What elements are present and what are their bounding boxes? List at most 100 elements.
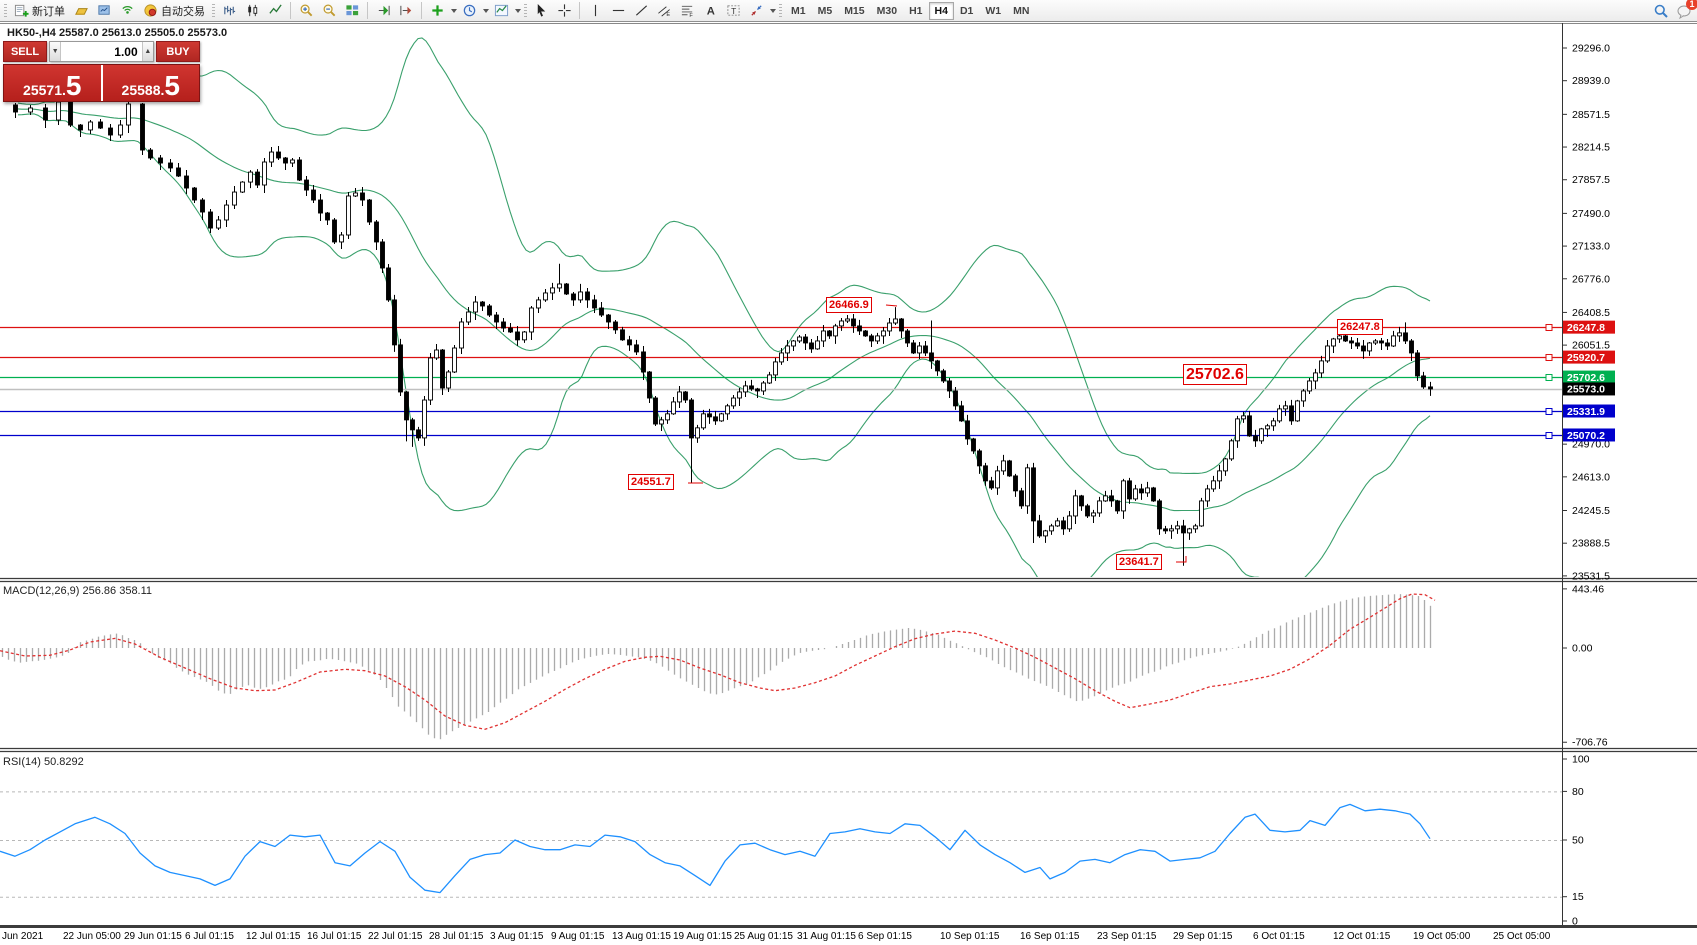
- periods-dropdown[interactable]: [483, 8, 489, 13]
- svg-text:Jun 2021: Jun 2021: [2, 931, 44, 942]
- sell-button[interactable]: SELL: [3, 41, 47, 62]
- buy-button[interactable]: BUY: [156, 41, 200, 62]
- svg-text:15: 15: [1572, 891, 1584, 903]
- svg-text:26051.5: 26051.5: [1572, 340, 1610, 352]
- volume-decrease-button[interactable]: ▼: [50, 42, 62, 61]
- price-annotation[interactable]: 23641.7: [1116, 554, 1162, 570]
- price-annotation[interactable]: 24551.7: [628, 474, 674, 490]
- svg-text:T: T: [731, 6, 736, 16]
- bar-chart-icon[interactable]: [218, 2, 240, 20]
- autotrading-button[interactable]: 自动交易: [139, 2, 209, 20]
- price-annotation[interactable]: 25702.6: [1183, 364, 1247, 385]
- volume-input[interactable]: [61, 42, 142, 61]
- fibonacci-icon[interactable]: F: [676, 2, 698, 20]
- market-watch-icon[interactable]: [93, 2, 115, 20]
- autotrading-icon: [144, 4, 157, 17]
- macd-label: MACD(12,26,9) 256.86 358.11: [3, 585, 153, 597]
- svg-text:25 Aug 01:15: 25 Aug 01:15: [734, 931, 793, 942]
- templates-dropdown[interactable]: [515, 8, 521, 13]
- new-order-button[interactable]: 新订单: [10, 2, 69, 20]
- svg-text:13 Aug 01:15: 13 Aug 01:15: [612, 931, 671, 942]
- arrows-icon[interactable]: [745, 2, 767, 20]
- pane-borders: [0, 23, 1697, 928]
- toolbar-grip[interactable]: [212, 3, 215, 18]
- svg-text:27490.0: 27490.0: [1572, 208, 1610, 220]
- chart-shift-icon[interactable]: [395, 2, 417, 20]
- toolbar-grip[interactable]: [4, 3, 7, 18]
- symbol-ohlc-line: HK50-,H4 25587.0 25613.0 25505.0 25573.0: [7, 27, 228, 39]
- zoom-in-icon[interactable]: [295, 2, 317, 20]
- tab-timeframe-M5[interactable]: M5: [817, 4, 833, 17]
- rsi-label: RSI(14) 50.8292: [3, 756, 84, 768]
- bollinger-bands: [17, 37, 1431, 577]
- horizontal-line-icon[interactable]: [607, 2, 629, 20]
- zoom-out-icon[interactable]: [318, 2, 340, 20]
- candlestick-chart-icon[interactable]: [241, 2, 263, 20]
- indicators-icon[interactable]: [426, 2, 448, 20]
- price-annotation[interactable]: 26247.8: [1337, 319, 1383, 335]
- svg-text:28 Jul 01:15: 28 Jul 01:15: [429, 931, 484, 942]
- price-axis[interactable]: 29296.0 28939.0 28571.5 28214.5 27857.5 27490…: [1562, 43, 1615, 583]
- tab-timeframe-W1[interactable]: W1: [985, 4, 1002, 17]
- macd-pane: 443.46 0.00 -706.76: [0, 583, 1608, 749]
- periods-icon[interactable]: [458, 2, 480, 20]
- svg-text:28939.0: 28939.0: [1572, 75, 1610, 87]
- svg-text:23531.5: 23531.5: [1572, 570, 1610, 582]
- time-axis[interactable]: Jun 2021 22 Jun 05:00 29 Jun 01:15 6 Jul 01…: [2, 931, 1551, 942]
- notifications-icon[interactable]: 1: [1673, 0, 1697, 20]
- macd-signal-value: 358.11: [119, 585, 153, 597]
- svg-text:26408.5: 26408.5: [1572, 307, 1610, 319]
- svg-text:22 Jun 05:00: 22 Jun 05:00: [63, 931, 121, 942]
- macd-main-value: 256.86: [82, 585, 117, 597]
- svg-text:19 Oct 05:00: 19 Oct 05:00: [1413, 931, 1471, 942]
- svg-text:9 Aug 01:15: 9 Aug 01:15: [551, 931, 605, 942]
- svg-text:6 Jul 01:15: 6 Jul 01:15: [185, 931, 234, 942]
- signal-icon[interactable]: [116, 2, 138, 20]
- toolbar-grip[interactable]: [779, 3, 782, 18]
- volume-increase-button[interactable]: ▲: [141, 42, 153, 61]
- svg-text:50: 50: [1572, 835, 1584, 847]
- buy-price[interactable]: 25588. 5: [102, 65, 199, 101]
- svg-text:26247.8: 26247.8: [1567, 322, 1605, 334]
- svg-text:27857.5: 27857.5: [1572, 174, 1610, 186]
- tab-timeframe-M1[interactable]: M1: [791, 4, 806, 17]
- tab-timeframe-MN[interactable]: MN: [1013, 4, 1030, 17]
- templates-icon[interactable]: [490, 2, 512, 20]
- svg-text:25573.0: 25573.0: [1567, 384, 1605, 396]
- svg-text:22 Jul 01:15: 22 Jul 01:15: [368, 931, 423, 942]
- svg-text:27133.0: 27133.0: [1572, 241, 1610, 253]
- cursor-icon[interactable]: [530, 2, 552, 20]
- profiles-icon[interactable]: [70, 2, 92, 20]
- svg-text:0: 0: [1572, 916, 1578, 928]
- rsi-pane: 100 80 50 15 0: [0, 754, 1590, 928]
- svg-text:24245.5: 24245.5: [1572, 505, 1610, 517]
- tab-timeframe-H1[interactable]: H1: [909, 4, 923, 17]
- text-icon[interactable]: A: [699, 2, 721, 20]
- trendline-icon[interactable]: [630, 2, 652, 20]
- toolbar-grip[interactable]: [524, 3, 527, 18]
- line-chart-icon[interactable]: [264, 2, 286, 20]
- svg-text:E: E: [666, 12, 670, 18]
- sell-price[interactable]: 25571. 5: [4, 65, 101, 101]
- auto-scroll-icon[interactable]: [372, 2, 394, 20]
- candles-layer: [13, 96, 1433, 566]
- equidistant-channel-icon[interactable]: E: [653, 2, 675, 20]
- svg-text:28214.5: 28214.5: [1572, 142, 1610, 154]
- tab-timeframe-D1[interactable]: D1: [959, 4, 974, 17]
- tab-timeframe-M30[interactable]: M30: [876, 4, 898, 17]
- text-label-icon[interactable]: T: [722, 2, 744, 20]
- vertical-line-icon[interactable]: [584, 2, 606, 20]
- tab-timeframe-M15[interactable]: M15: [844, 4, 865, 17]
- crosshair-icon[interactable]: [553, 2, 575, 20]
- tab-timeframe-H4[interactable]: H4: [928, 1, 954, 20]
- notification-badge: 1: [1686, 0, 1697, 10]
- svg-text:25 Oct 05:00: 25 Oct 05:00: [1493, 931, 1551, 942]
- indicators-dropdown[interactable]: [451, 8, 457, 13]
- price-annotation[interactable]: 26466.9: [826, 297, 872, 313]
- svg-text:25331.9: 25331.9: [1567, 406, 1605, 418]
- arrows-dropdown[interactable]: [770, 8, 776, 13]
- search-icon[interactable]: [1650, 2, 1672, 20]
- tile-windows-icon[interactable]: [341, 2, 363, 20]
